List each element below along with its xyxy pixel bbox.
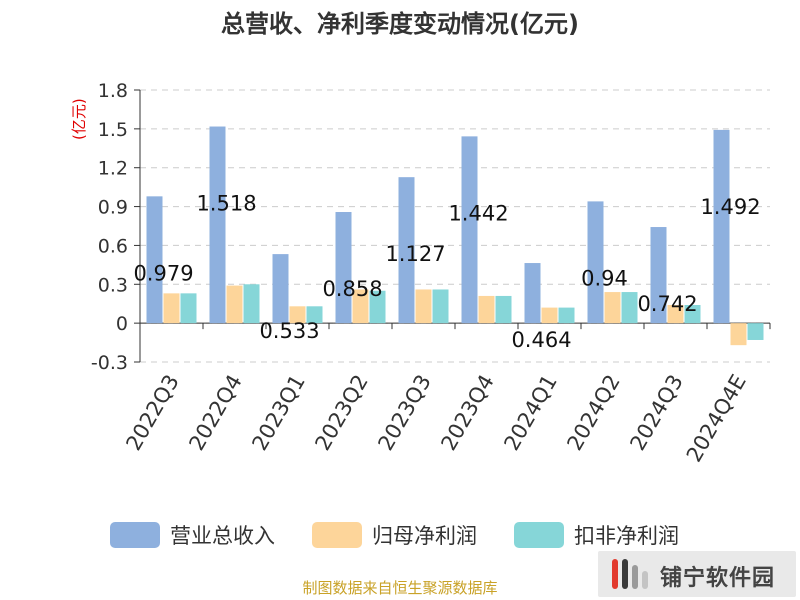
x-tick-label: 2023Q1 bbox=[247, 371, 309, 455]
bar-1-2024Q1 bbox=[541, 307, 558, 324]
bar-0-2024Q2 bbox=[587, 201, 604, 324]
watermark-logo-bar-grey bbox=[632, 565, 638, 589]
bar-1-2023Q4 bbox=[478, 295, 495, 324]
bar-2-2024Q3 bbox=[684, 305, 701, 324]
bar-2-2023Q2 bbox=[369, 290, 386, 324]
legend-swatch bbox=[312, 522, 362, 548]
x-tick-label: 2022Q3 bbox=[121, 371, 183, 455]
y-tick-label: 1.8 bbox=[98, 80, 128, 102]
data-label: 0.979 bbox=[133, 261, 193, 285]
bar-0-2022Q3 bbox=[146, 196, 163, 324]
y-tick-label: 0.6 bbox=[98, 235, 128, 257]
chart-title: 总营收、净利季度变动情况(亿元) bbox=[221, 10, 579, 38]
legend-label: 归母净利润 bbox=[372, 524, 477, 548]
bar-0-2023Q4 bbox=[461, 136, 478, 324]
bar-1-2024Q4E bbox=[730, 323, 747, 346]
x-tick-label: 2024Q4E bbox=[682, 371, 751, 467]
legend-swatch bbox=[110, 522, 160, 548]
bar-0-2024Q3 bbox=[650, 227, 667, 324]
data-label: 0.858 bbox=[322, 277, 382, 301]
x-tick-label: 2022Q4 bbox=[184, 371, 246, 455]
data-label: 0.94 bbox=[581, 266, 628, 290]
bar-1-2023Q2 bbox=[352, 289, 369, 324]
legend-label: 扣非净利润 bbox=[574, 524, 679, 548]
x-tick-label: 2023Q4 bbox=[436, 371, 498, 455]
watermark: 铺宁软件园 bbox=[598, 551, 796, 597]
bar-2-2022Q4 bbox=[243, 284, 260, 324]
bar-2-2022Q3 bbox=[180, 293, 197, 324]
bar-0-2022Q4 bbox=[209, 126, 226, 324]
data-label: 1.442 bbox=[448, 201, 508, 225]
bar-1-2024Q3 bbox=[667, 305, 684, 324]
data-label: 0.464 bbox=[511, 328, 571, 352]
bar-2-2024Q1 bbox=[558, 307, 575, 324]
y-axis-unit-label: (亿元) bbox=[70, 98, 88, 140]
x-tick-label: 2023Q3 bbox=[373, 371, 435, 455]
y-tick-label: 0 bbox=[116, 313, 128, 335]
bar-2-2023Q1 bbox=[306, 306, 323, 324]
watermark-logo-bar-red bbox=[612, 559, 618, 589]
y-tick-label: 1.5 bbox=[98, 119, 128, 141]
data-label: 1.492 bbox=[700, 195, 760, 219]
data-label: 0.533 bbox=[259, 319, 319, 343]
y-tick-label: 0.3 bbox=[98, 274, 128, 296]
x-tick-label: 2024Q3 bbox=[625, 371, 687, 455]
bar-1-2022Q3 bbox=[163, 293, 180, 324]
data-label: 0.742 bbox=[637, 292, 697, 316]
bar-2-2023Q4 bbox=[495, 295, 512, 324]
y-tick-label: 0.9 bbox=[98, 197, 128, 219]
bar-0-2023Q1 bbox=[272, 254, 289, 324]
data-label: 1.127 bbox=[385, 242, 445, 266]
bar-0-2024Q4E bbox=[713, 129, 730, 324]
watermark-logo-bar-light bbox=[642, 571, 648, 589]
bar-0-2024Q1 bbox=[524, 263, 541, 324]
x-tick-label: 2024Q1 bbox=[499, 371, 561, 455]
bars bbox=[146, 126, 764, 346]
source-note: 制图数据来自恒生聚源数据库 bbox=[302, 579, 497, 597]
watermark-text: 铺宁软件园 bbox=[660, 566, 776, 591]
bar-2-2023Q3 bbox=[432, 289, 449, 324]
bar-0-2023Q2 bbox=[335, 212, 352, 324]
x-tick-label: 2023Q2 bbox=[310, 371, 372, 455]
legend-swatch bbox=[514, 522, 564, 548]
y-tick-label: -0.3 bbox=[91, 352, 128, 374]
legend: 营业总收入 归母净利润 扣非净利润 bbox=[110, 522, 679, 548]
bar-1-2023Q1 bbox=[289, 306, 306, 324]
bar-0-2023Q3 bbox=[398, 177, 415, 324]
bar-2-2024Q4E bbox=[747, 323, 764, 340]
bar-2-2024Q2 bbox=[621, 292, 638, 324]
bar-1-2023Q3 bbox=[415, 289, 432, 324]
data-label: 1.518 bbox=[196, 192, 256, 216]
x-tick-label: 2024Q2 bbox=[562, 371, 624, 455]
y-tick-label: 1.2 bbox=[98, 158, 128, 180]
legend-label: 营业总收入 bbox=[170, 524, 275, 548]
watermark-logo-bar-dark bbox=[622, 559, 628, 589]
bar-1-2022Q4 bbox=[226, 285, 243, 324]
bar-1-2024Q2 bbox=[604, 292, 621, 324]
